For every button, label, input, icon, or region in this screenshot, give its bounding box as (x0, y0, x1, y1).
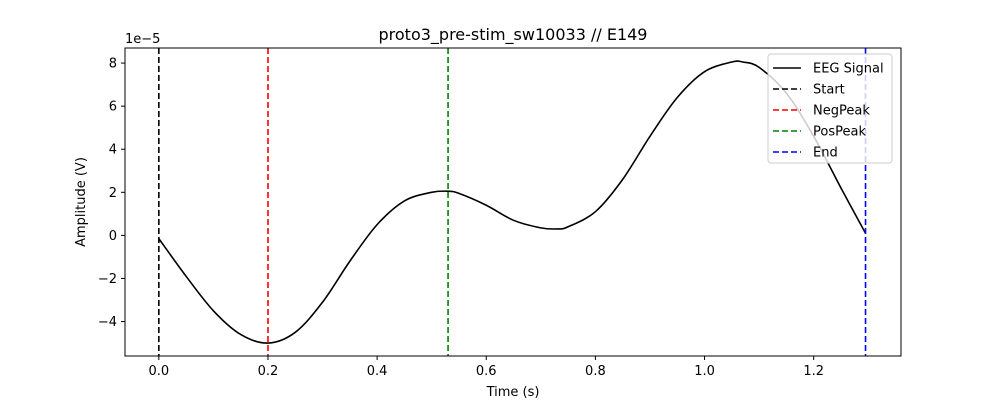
chart-title: proto3_pre-stim_sw10033 // E149 (379, 25, 648, 45)
x-tick-label: 0.2 (258, 364, 279, 379)
legend-label: End (813, 146, 838, 161)
x-tick-label: 0.4 (367, 364, 388, 379)
y-tick-label: 4 (109, 143, 117, 158)
y-tick-label: −2 (98, 272, 117, 287)
x-tick-label: 0.0 (148, 364, 169, 379)
x-tick-label: 1.2 (803, 364, 824, 379)
legend-label: PosPeak (813, 125, 866, 140)
x-tick-label: 1.0 (694, 364, 715, 379)
legend-label: Start (813, 83, 845, 98)
legend-label: NegPeak (813, 104, 870, 119)
y-ticks: −4 −2 0 2 4 6 8 (98, 57, 125, 330)
x-tick-label: 0.6 (476, 364, 497, 379)
y-tick-label: 2 (109, 186, 117, 201)
plot-frame (124, 47, 902, 357)
series-line-eeg-signal (158, 60, 867, 344)
x-axis-label: Time (s) (486, 385, 540, 400)
y-tick-label: −4 (98, 315, 117, 330)
legend: EEG Signal Start NegPeak PosPeak End (767, 53, 893, 164)
x-ticks: 0.0 0.2 0.4 0.6 0.8 1.0 1.2 (148, 356, 824, 379)
legend-box (767, 53, 893, 164)
y-tick-label: 6 (109, 100, 117, 115)
y-tick-label: 0 (109, 229, 117, 244)
y-axis-label: Amplitude (V) (74, 157, 89, 247)
x-tick-label: 0.8 (585, 364, 606, 379)
y-tick-label: 8 (109, 57, 117, 72)
plot-lines (158, 48, 867, 356)
y-offset-text: 1e−5 (125, 32, 160, 47)
legend-label: EEG Signal (813, 62, 884, 77)
